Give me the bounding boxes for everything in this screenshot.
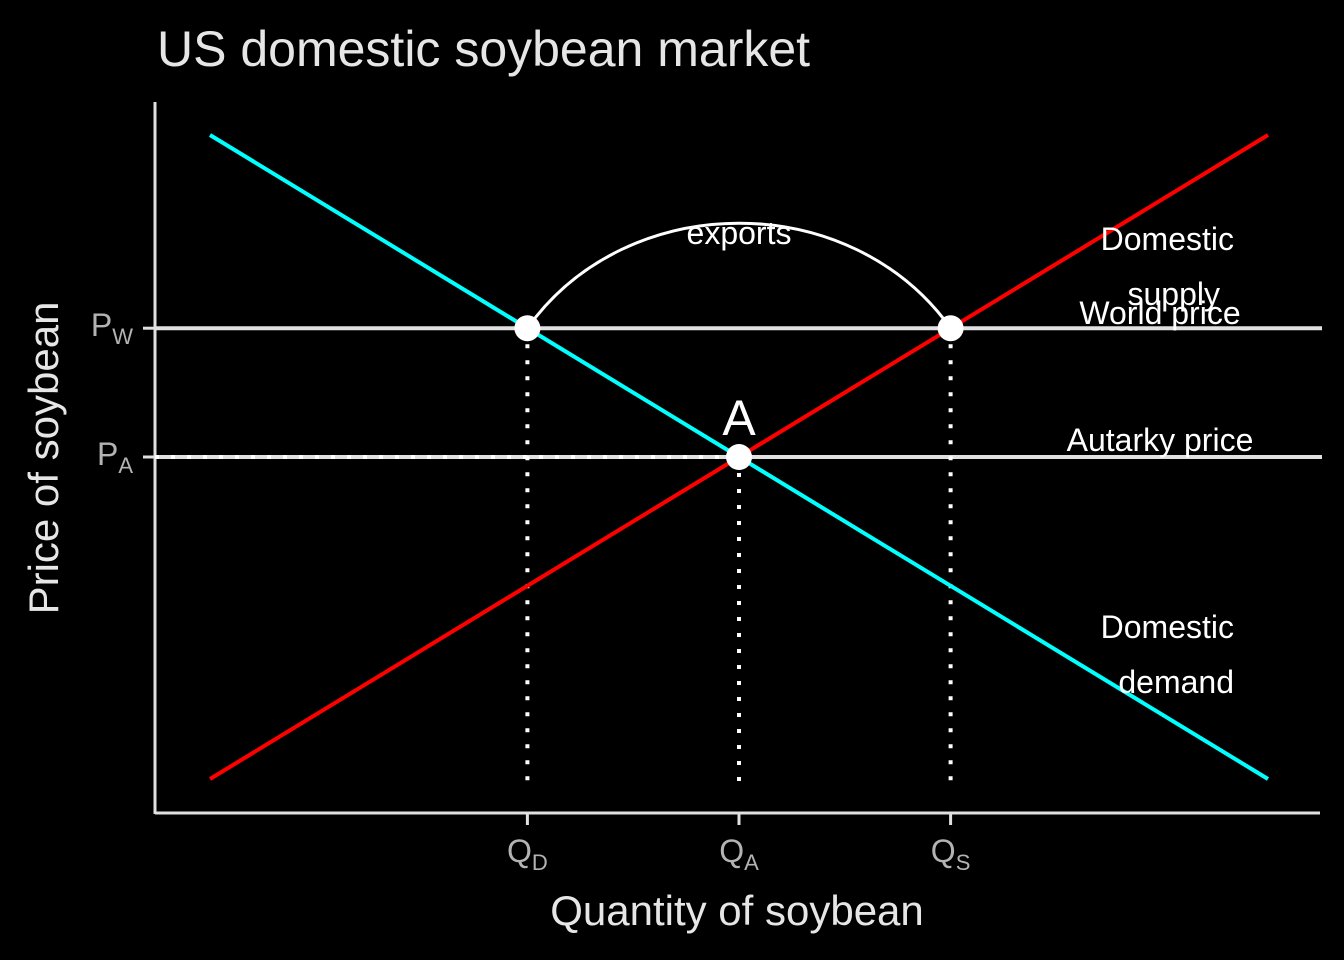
world-price-label: World price — [1079, 295, 1240, 331]
y-axis-title: Price of soybean — [20, 302, 67, 615]
demand-label-line1: Domestic — [1101, 609, 1234, 645]
demand-label-line2: demand — [1118, 664, 1234, 700]
exports-arc — [526, 221, 952, 330]
chart-title: US domestic soybean market — [157, 21, 810, 77]
y-tick-label-1: PA — [97, 436, 133, 478]
x-axis-title: Quantity of soybean — [550, 887, 924, 934]
chart-marks: exports A World price Autarky price Domestic… — [91, 133, 1322, 875]
supply-label-line2: supply — [1128, 276, 1221, 312]
intersection-point-2 — [726, 444, 752, 470]
x-tick-label-0: QD — [507, 833, 548, 875]
x-tick-label-2: QS — [931, 833, 971, 875]
intersection-point-0 — [514, 315, 541, 342]
point-label-a: A — [722, 390, 756, 446]
intersection-point-1 — [937, 315, 964, 342]
x-tick-label-1: QA — [719, 833, 759, 875]
exports-label: exports — [687, 215, 792, 251]
supply-label-line1: Domestic — [1101, 221, 1234, 257]
y-tick-label-0: PW — [91, 307, 133, 349]
autarky-price-label: Autarky price — [1067, 422, 1254, 458]
